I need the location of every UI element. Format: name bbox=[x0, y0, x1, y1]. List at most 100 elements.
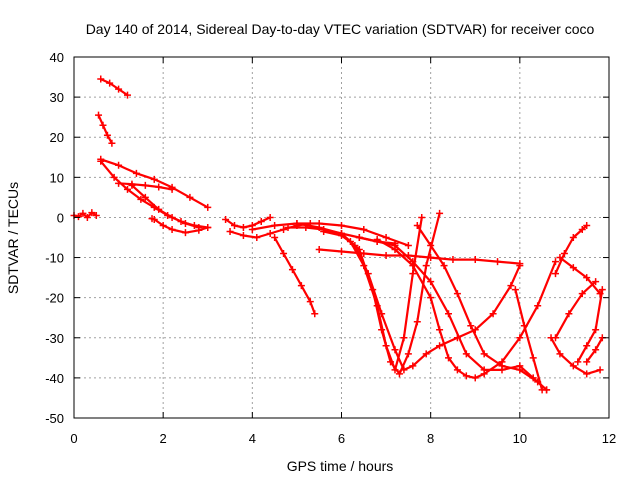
data-point-marker bbox=[552, 334, 559, 342]
data-point-marker bbox=[467, 322, 475, 330]
y-tick-label: 20 bbox=[50, 130, 64, 145]
data-point-marker bbox=[103, 131, 111, 139]
data-point-marker bbox=[306, 298, 314, 306]
data-point-marker bbox=[108, 139, 116, 147]
data-point-marker bbox=[560, 250, 568, 258]
series-line bbox=[318, 248, 521, 265]
data-point-marker bbox=[168, 213, 176, 221]
data-point-marker bbox=[471, 374, 479, 382]
data-point-marker bbox=[373, 236, 381, 244]
data-point-marker bbox=[511, 286, 519, 294]
data-series bbox=[95, 111, 116, 147]
data-point-marker bbox=[507, 282, 515, 290]
series-line bbox=[251, 222, 410, 247]
chart-title: Day 140 of 2014, Sidereal Day-to-day VTE… bbox=[86, 21, 595, 37]
data-point-marker bbox=[583, 342, 591, 350]
data-point-marker bbox=[95, 111, 103, 119]
data-point-marker bbox=[92, 211, 100, 219]
y-tick-label: 30 bbox=[50, 90, 64, 105]
data-point-marker bbox=[391, 346, 399, 354]
data-point-marker bbox=[266, 213, 274, 221]
data-point-marker bbox=[159, 221, 167, 229]
data-point-marker bbox=[538, 386, 546, 394]
data-point-marker bbox=[88, 209, 96, 217]
x-tick-label: 4 bbox=[249, 431, 256, 446]
data-point-marker bbox=[400, 334, 408, 342]
data-series bbox=[413, 221, 551, 394]
data-point-marker bbox=[592, 278, 600, 286]
data-point-marker bbox=[471, 256, 479, 264]
data-point-marker bbox=[418, 213, 426, 221]
data-point-marker bbox=[382, 342, 390, 350]
data-point-marker bbox=[186, 193, 194, 201]
data-series bbox=[150, 215, 212, 237]
data-point-marker bbox=[552, 270, 559, 278]
data-point-marker bbox=[480, 350, 488, 358]
data-point-marker bbox=[320, 227, 328, 235]
data-point-marker bbox=[382, 252, 390, 260]
series-line bbox=[99, 78, 129, 97]
data-point-marker bbox=[74, 213, 82, 221]
data-point-marker bbox=[110, 173, 118, 181]
data-point-marker bbox=[373, 302, 381, 310]
data-point-marker bbox=[97, 157, 105, 165]
data-point-marker bbox=[115, 179, 123, 187]
data-point-marker bbox=[231, 221, 238, 229]
y-tick-label: 10 bbox=[50, 170, 64, 185]
data-point-marker bbox=[239, 223, 247, 231]
data-point-marker bbox=[534, 302, 542, 310]
data-point-marker bbox=[297, 282, 305, 290]
series-line bbox=[130, 184, 200, 229]
data-point-marker bbox=[516, 334, 524, 342]
data-point-marker bbox=[280, 250, 288, 258]
data-point-marker bbox=[583, 370, 591, 378]
series-line bbox=[416, 224, 548, 391]
y-tick-label: -30 bbox=[45, 331, 64, 346]
data-point-marker bbox=[480, 370, 488, 378]
data-point-marker bbox=[155, 183, 163, 191]
data-point-marker bbox=[556, 254, 564, 262]
data-point-marker bbox=[141, 193, 149, 201]
data-series bbox=[547, 334, 604, 378]
data-series bbox=[373, 236, 559, 382]
data-point-marker bbox=[338, 221, 345, 229]
data-point-marker bbox=[280, 225, 288, 233]
data-point-marker bbox=[494, 258, 502, 266]
data-series bbox=[511, 286, 546, 394]
data-point-marker bbox=[395, 370, 403, 378]
data-series bbox=[128, 181, 203, 231]
data-series bbox=[556, 254, 604, 298]
data-series bbox=[552, 221, 591, 278]
data-point-marker bbox=[266, 229, 274, 237]
data-point-marker bbox=[404, 242, 412, 250]
data-point-marker bbox=[83, 213, 91, 221]
y-tick-label: -20 bbox=[45, 291, 64, 306]
data-point-marker bbox=[239, 231, 247, 239]
data-series bbox=[552, 278, 600, 342]
y-tick-label: -50 bbox=[45, 411, 64, 426]
data-point-marker bbox=[204, 223, 212, 231]
data-point-marker bbox=[445, 354, 452, 362]
data-point-marker bbox=[445, 310, 452, 318]
data-point-marker bbox=[248, 225, 256, 233]
data-point-marker bbox=[422, 262, 430, 270]
x-axis-label: GPS time / hours bbox=[287, 458, 394, 474]
data-point-marker bbox=[382, 234, 390, 241]
data-point-marker bbox=[436, 342, 444, 350]
data-point-marker bbox=[574, 358, 582, 366]
series-line bbox=[549, 336, 602, 375]
data-series bbox=[315, 246, 524, 268]
series-line bbox=[576, 288, 604, 363]
grid bbox=[74, 57, 609, 418]
data-point-marker bbox=[360, 225, 368, 233]
data-point-marker bbox=[253, 234, 261, 241]
data-point-marker bbox=[97, 75, 105, 83]
data-point-marker bbox=[422, 350, 430, 358]
data-series bbox=[293, 209, 444, 378]
data-point-marker bbox=[132, 169, 140, 177]
y-tick-label: -10 bbox=[45, 251, 64, 266]
data-point-marker bbox=[489, 310, 497, 318]
series-line bbox=[349, 216, 423, 371]
data-point-marker bbox=[598, 286, 606, 294]
data-point-marker bbox=[400, 366, 408, 374]
